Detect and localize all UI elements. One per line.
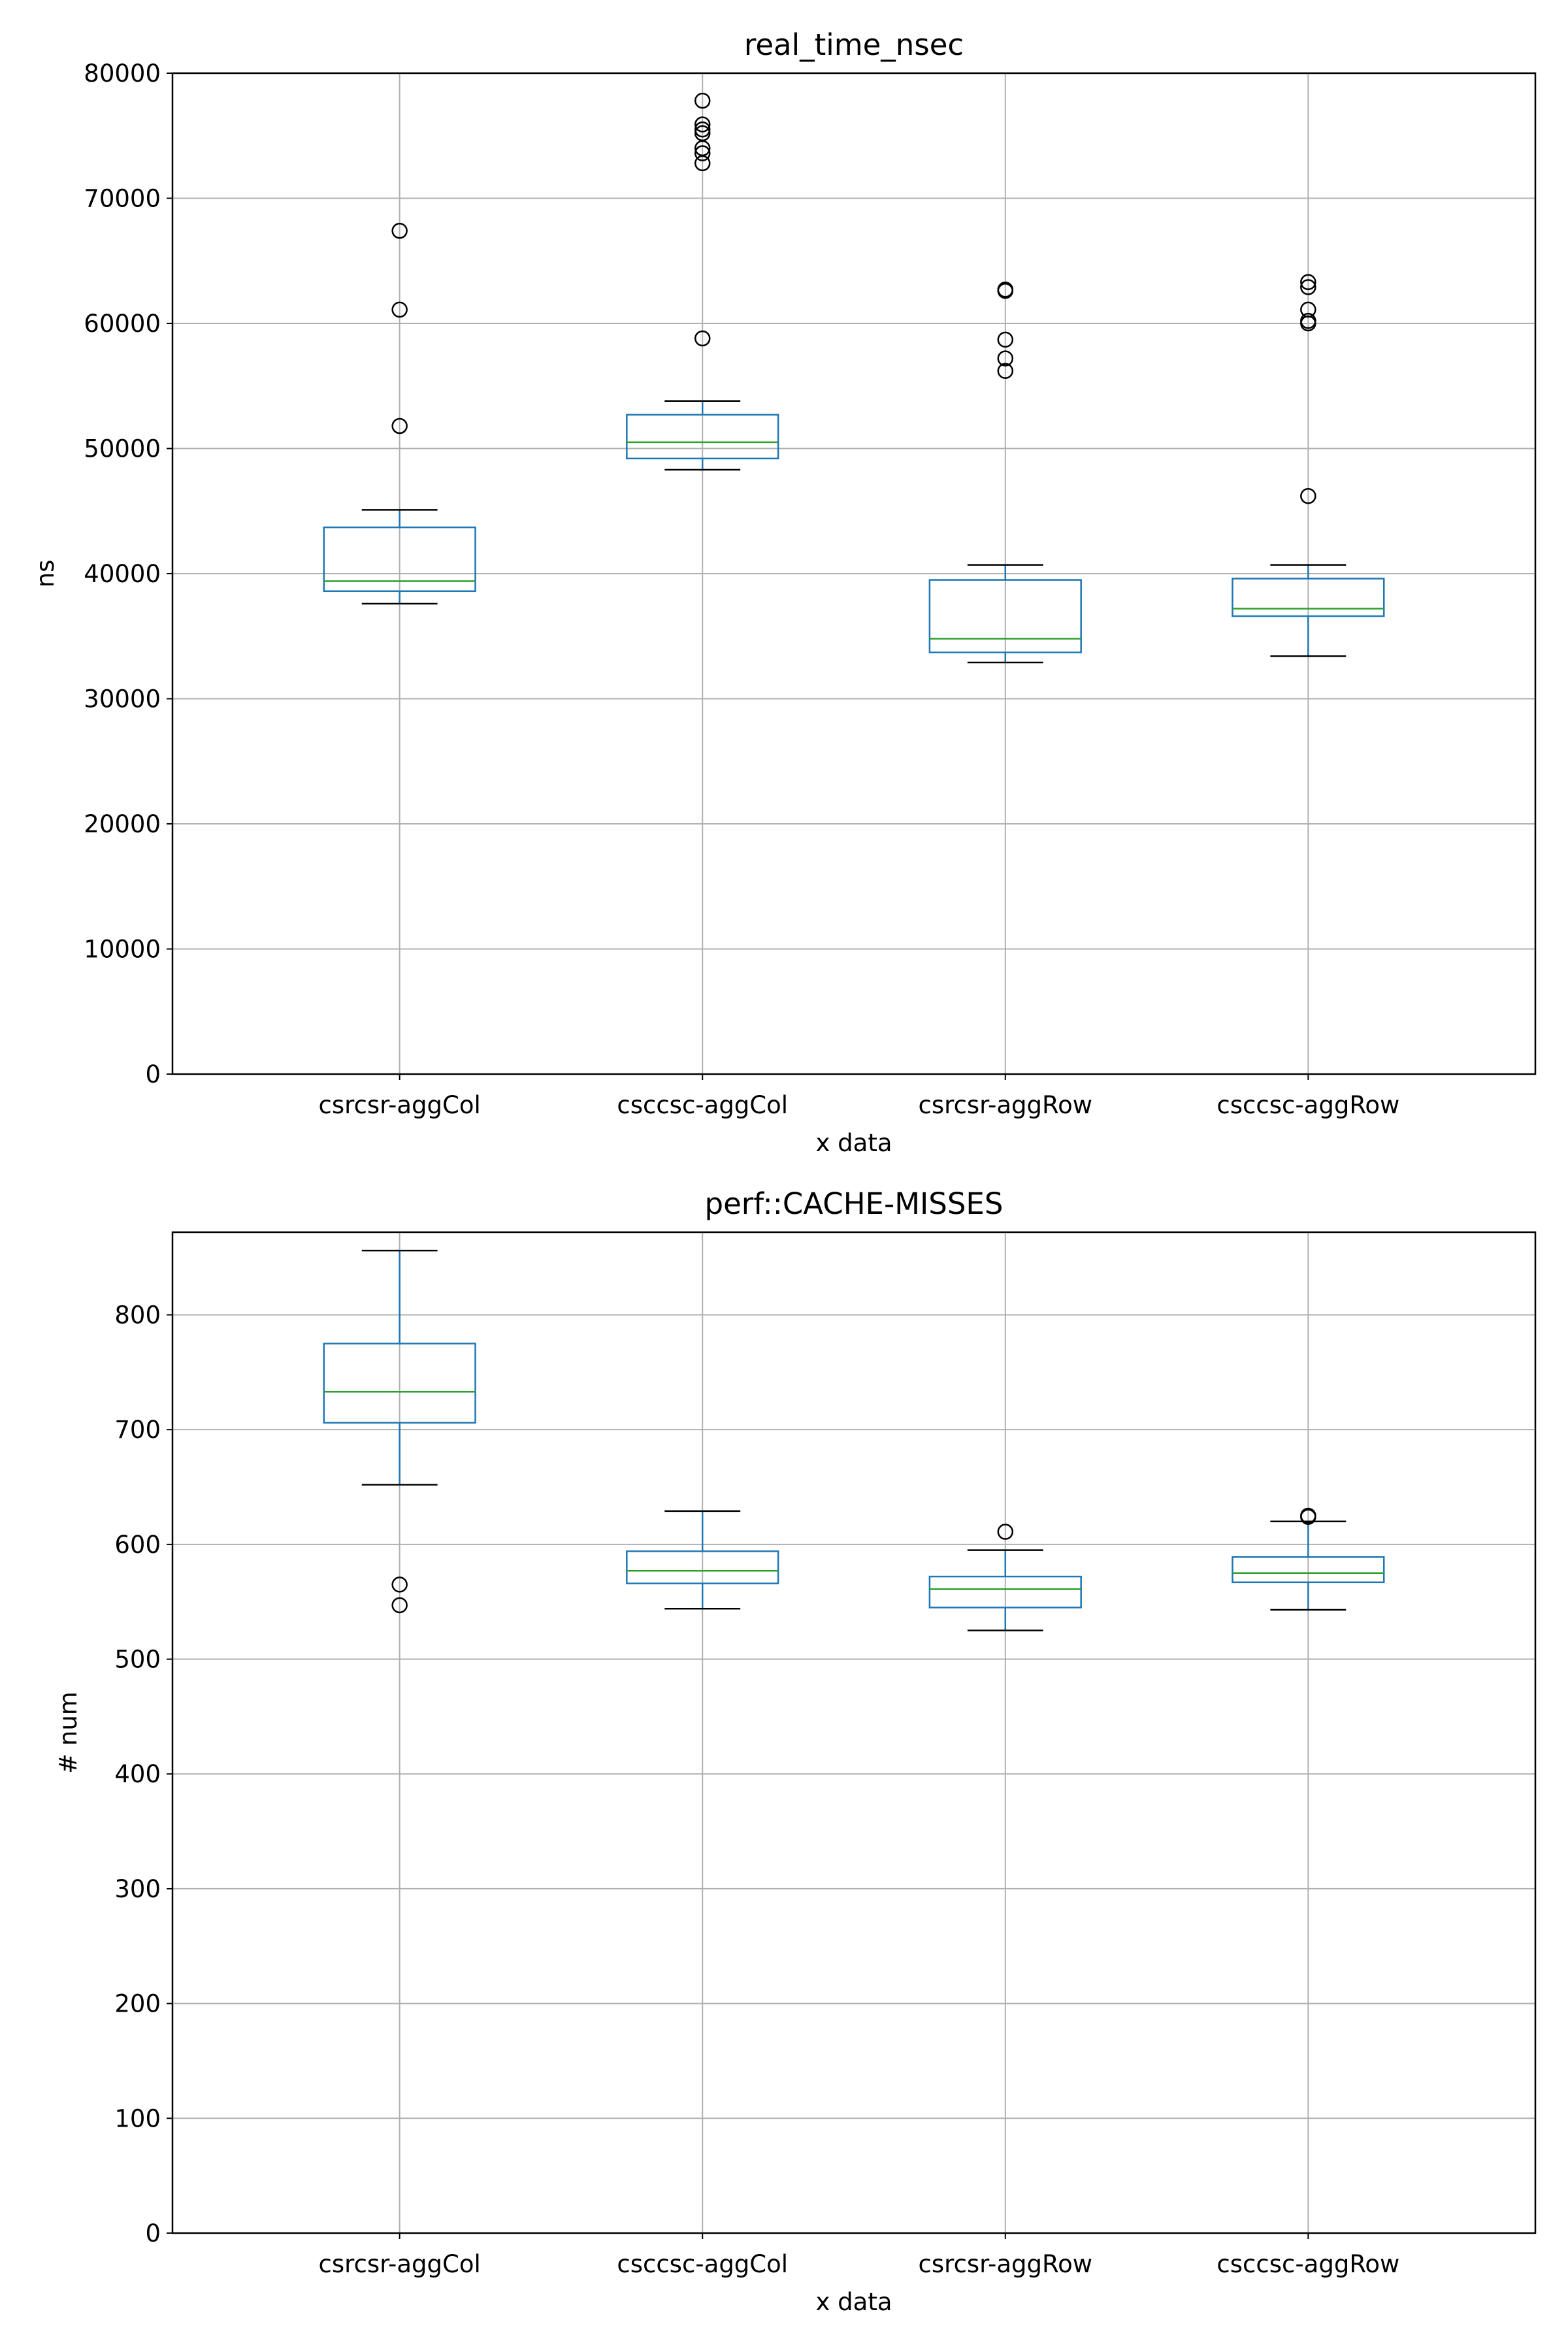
y-tick-label: 500 xyxy=(114,1646,161,1674)
outlier-point xyxy=(694,145,711,161)
x-axis-label: x data xyxy=(816,2288,892,2316)
chart-panel-top: 0 10000 20000 30000 40000 50000 60000 70000 8000… xyxy=(31,27,1537,1157)
iqr-box xyxy=(1232,578,1385,617)
outlier-point xyxy=(1300,488,1316,504)
box-csrcsr-aggCol xyxy=(323,223,476,605)
iqr-box xyxy=(928,1575,1082,1609)
outlier-point xyxy=(997,1524,1014,1540)
outlier-point xyxy=(694,92,711,109)
box-csrcsr-aggRow xyxy=(928,1524,1082,1631)
outlier-point xyxy=(694,121,711,138)
y-tick-label: 0 xyxy=(145,2219,161,2247)
box-csrcsr-aggCol xyxy=(323,1249,476,1614)
iqr-box xyxy=(1232,1556,1385,1584)
outlier-point xyxy=(694,125,711,142)
y-axis-label: ns xyxy=(31,560,59,588)
y-tick-label: 600 xyxy=(114,1531,161,1559)
y-tick-label: 800 xyxy=(114,1301,161,1329)
y-tick-label: 60000 xyxy=(84,310,161,338)
x-axis-label: x data xyxy=(816,1129,892,1157)
iqr-box xyxy=(323,526,476,593)
box-series xyxy=(323,92,1385,664)
iqr-box xyxy=(626,1550,779,1584)
y-axis: 0 10000 20000 30000 40000 50000 60000 70000 8000… xyxy=(84,59,172,1088)
outlier-point xyxy=(391,1597,408,1614)
y-tick-label: 80000 xyxy=(84,59,161,88)
box-series xyxy=(323,1249,1385,1631)
x-tick-label: csccsc-aggCol xyxy=(617,2250,788,2278)
y-tick-label: 200 xyxy=(114,1990,161,2018)
outlier-point xyxy=(997,331,1014,348)
x-tick-label: csccsc-aggCol xyxy=(617,1091,788,1119)
y-tick-label: 10000 xyxy=(84,936,161,964)
x-axis: csrcsr-aggCol csccsc-aggCol csrcsr-aggRow c… xyxy=(319,1074,1399,1119)
outlier-point xyxy=(391,223,408,239)
chart-title: perf::CACHE-MISSES xyxy=(705,1186,1004,1221)
outlier-point xyxy=(1300,1507,1316,1524)
outlier-point xyxy=(694,116,711,133)
y-tick-label: 40000 xyxy=(84,560,161,588)
y-tick-label: 30000 xyxy=(84,685,161,713)
outlier-point xyxy=(997,282,1014,298)
y-tick-label: 50000 xyxy=(84,435,161,463)
box-csccsc-aggRow xyxy=(1232,274,1385,657)
y-tick-label: 20000 xyxy=(84,810,161,838)
x-tick-label: csrcsr-aggCol xyxy=(319,2250,481,2278)
y-axis-label: # num xyxy=(54,1691,82,1774)
y-tick-label: 100 xyxy=(114,2104,161,2132)
box-csrcsr-aggRow xyxy=(928,282,1082,664)
y-tick-label: 400 xyxy=(114,1760,161,1788)
outlier-point xyxy=(391,301,408,318)
x-axis: csrcsr-aggCol csccsc-aggCol csrcsr-aggRow c… xyxy=(319,2233,1399,2278)
x-tick-label: csccsc-aggRow xyxy=(1217,2250,1399,2278)
outlier-point xyxy=(997,363,1014,380)
iqr-box xyxy=(928,579,1082,653)
x-tick-label: csccsc-aggRow xyxy=(1217,1091,1399,1119)
box-csccsc-aggRow xyxy=(1232,1507,1385,1611)
y-tick-label: 700 xyxy=(114,1416,161,1444)
x-tick-label: csrcsr-aggCol xyxy=(319,1091,481,1119)
outlier-point xyxy=(391,1576,408,1593)
iqr-box xyxy=(323,1343,476,1424)
outlier-point xyxy=(1300,274,1316,291)
chart-title: real_time_nsec xyxy=(744,27,964,62)
iqr-box xyxy=(626,414,779,460)
box-csccsc-aggCol xyxy=(626,92,779,471)
y-tick-label: 0 xyxy=(145,1060,161,1088)
y-tick-label: 300 xyxy=(114,1875,161,1903)
outlier-point xyxy=(694,330,711,347)
outlier-point xyxy=(997,350,1014,367)
outlier-point xyxy=(1300,312,1316,329)
plot-frame xyxy=(171,1231,1537,2234)
outlier-point xyxy=(1300,279,1316,295)
x-tick-label: csrcsr-aggRow xyxy=(919,1091,1092,1119)
box-csccsc-aggCol xyxy=(626,1510,779,1610)
y-tick-label: 70000 xyxy=(84,185,161,213)
outlier-point xyxy=(1300,301,1316,318)
y-axis: 0 100 200 300 400 500 600 700 800 xyxy=(114,1301,172,2247)
outlier-point xyxy=(391,417,408,434)
x-tick-label: csrcsr-aggRow xyxy=(919,2250,1092,2278)
